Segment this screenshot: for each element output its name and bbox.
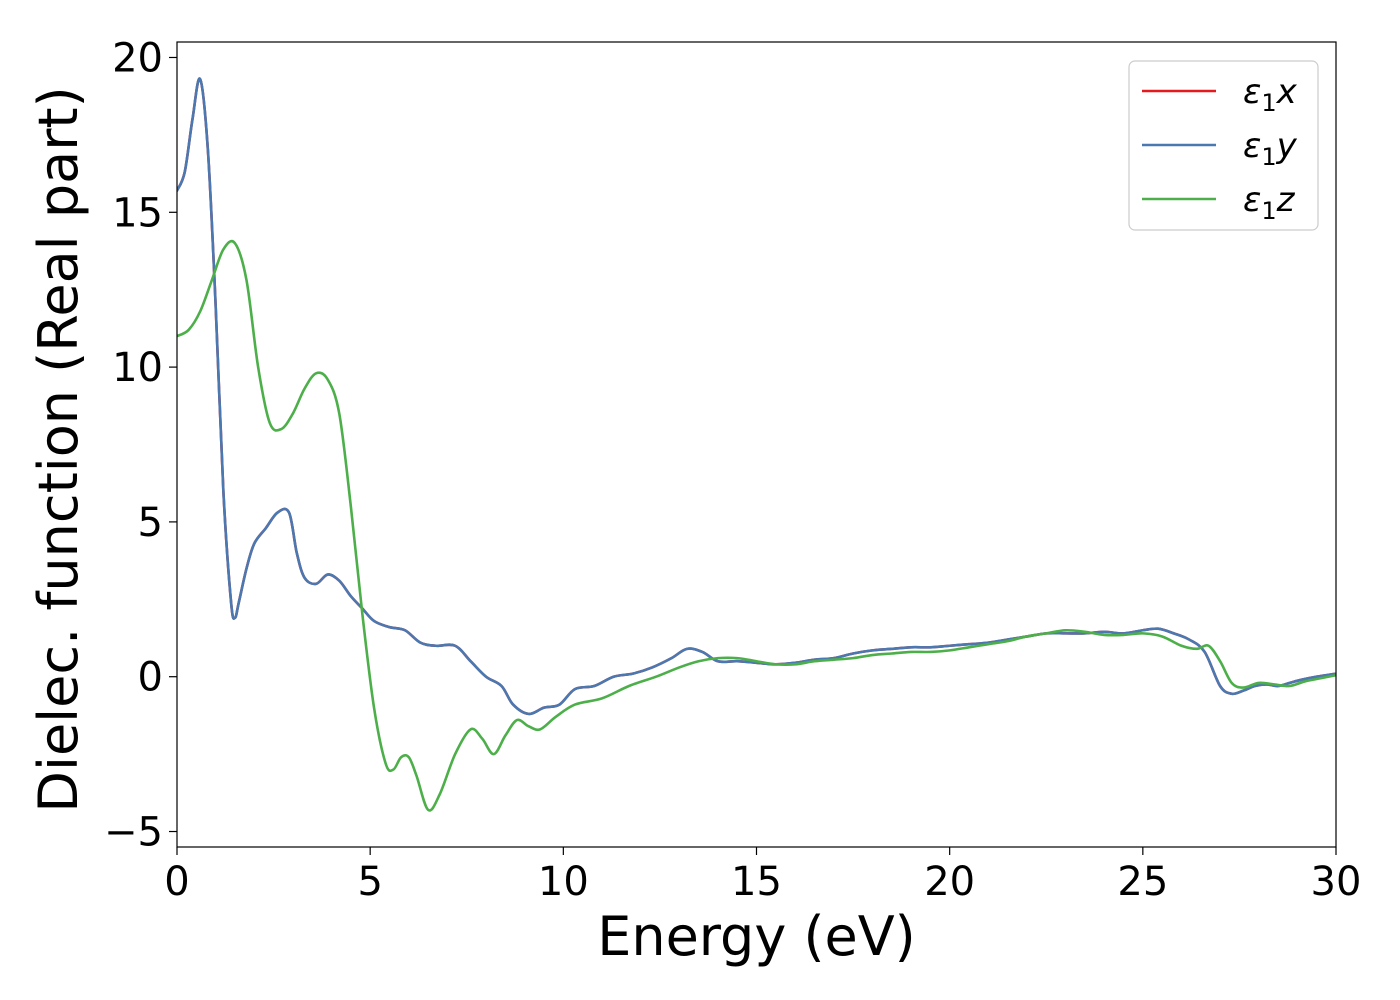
y-tick-label: 15 <box>112 190 163 236</box>
x-tick-label: 15 <box>731 859 782 905</box>
y-tick-label: 5 <box>138 500 163 546</box>
x-tick-label: 25 <box>1117 859 1168 905</box>
y-tick-label: −5 <box>104 810 163 856</box>
y-axis-ticks: −5 0 5 10 15 20 <box>104 35 177 856</box>
legend-label-z: ε1z <box>1243 180 1296 225</box>
plot-lines <box>177 77 1336 812</box>
legend-label-x: ε1x <box>1243 72 1298 117</box>
legend: ε1x ε1y ε1z <box>1128 60 1319 231</box>
x-tick-label: 5 <box>357 859 382 905</box>
x-axis-label: Energy (eV) <box>597 905 916 968</box>
series-line-z <box>177 239 1336 812</box>
x-tick-label: 10 <box>538 859 589 905</box>
legend-box <box>1128 60 1319 231</box>
legend-label-y: ε1y <box>1243 126 1298 171</box>
y-axis-label: Dielec. function (Real part) <box>27 86 90 812</box>
x-tick-label: 30 <box>1311 859 1362 905</box>
x-tick-label: 0 <box>164 859 189 905</box>
x-tick-label: 20 <box>924 859 975 905</box>
series-line-y <box>177 77 1336 716</box>
x-axis-ticks: 0 5 10 15 20 25 30 <box>164 847 1361 905</box>
y-tick-label: 10 <box>112 345 163 391</box>
y-tick-label: 0 <box>138 655 163 701</box>
y-tick-label: 20 <box>112 35 163 81</box>
